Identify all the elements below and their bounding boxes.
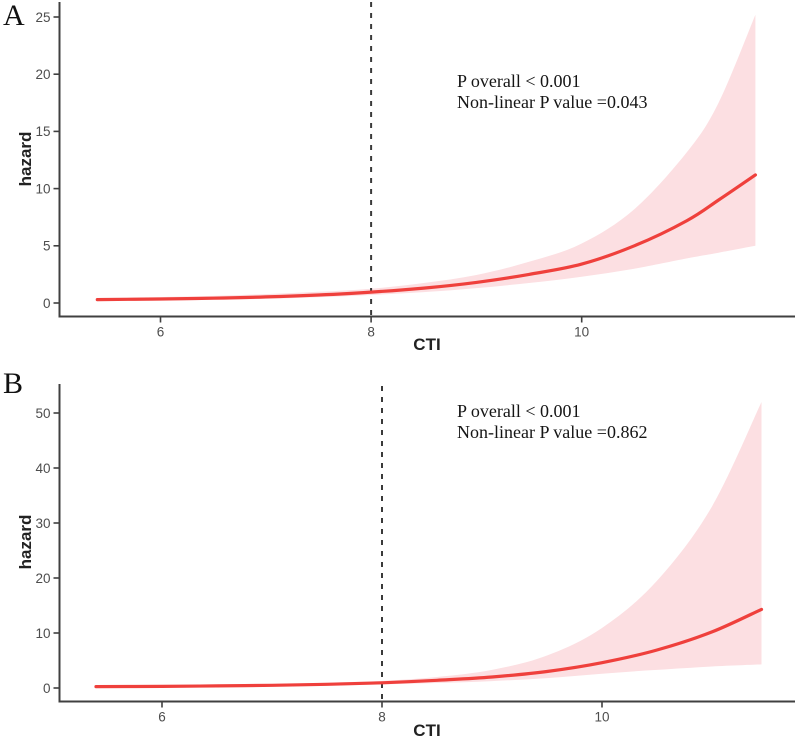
y-tick-label-b: 0 — [43, 681, 51, 696]
hazard-curve-b — [94, 607, 764, 689]
y-tick-label-a: 15 — [35, 124, 50, 139]
annotation-panel-a: P overall < 0.001 Non-linear P value =0.… — [457, 71, 647, 113]
x-tick-label-b: 6 — [158, 710, 166, 725]
y-tick-label-b: 50 — [35, 406, 50, 421]
y-tick-label-a: 25 — [35, 10, 50, 25]
confidence-ribbon-b — [96, 402, 762, 688]
panel-label-a: A — [3, 0, 25, 32]
nonlinear-p-text-b: Non-linear P value =0.862 — [457, 422, 648, 442]
x-axis-title-a: CTI — [413, 335, 441, 354]
x-tick-label-a: 8 — [367, 325, 375, 340]
y-tick-label-b: 30 — [35, 516, 50, 531]
p-overall-text-a: P overall < 0.001 — [457, 71, 581, 91]
x-tick-label-b: 10 — [594, 710, 609, 725]
y-tick-label-b: 20 — [35, 571, 50, 586]
y-tick-label-b: 40 — [35, 461, 50, 476]
y-tick-label-a: 20 — [35, 67, 50, 82]
x-axis-title-b: CTI — [413, 721, 441, 740]
confidence-ribbon-a — [97, 14, 756, 301]
x-tick-label-a: 6 — [157, 325, 165, 340]
y-tick-label-b: 10 — [35, 626, 50, 641]
p-overall-text-b: P overall < 0.001 — [457, 401, 581, 421]
panel-label-b: B — [3, 367, 24, 400]
y-tick-label-a: 0 — [43, 296, 51, 311]
x-tick-label-a: 10 — [574, 325, 589, 340]
hazard-curve-a — [95, 173, 757, 302]
annotation-panel-b: P overall < 0.001 Non-linear P value =0.… — [457, 401, 647, 443]
y-tick-label-a: 10 — [35, 181, 50, 196]
nonlinear-p-text-a: Non-linear P value =0.043 — [457, 92, 648, 112]
x-tick-label-b: 8 — [378, 710, 386, 725]
y-tick-label-a: 5 — [43, 239, 51, 254]
